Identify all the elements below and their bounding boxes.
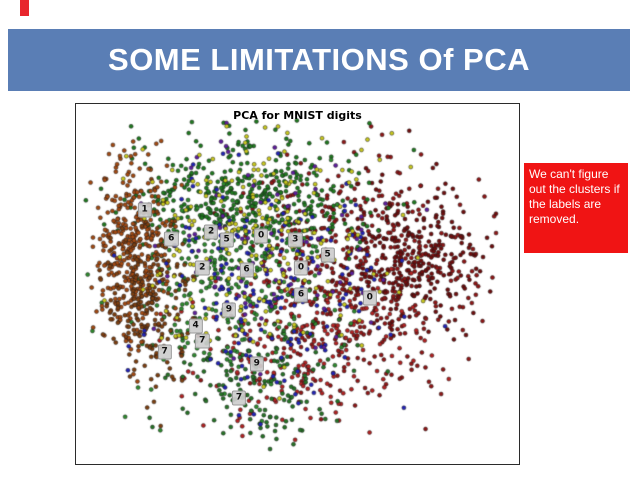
digit-cluster-label: 0 xyxy=(362,290,377,306)
digit-cluster-label: 7 xyxy=(157,344,172,360)
digit-cluster-label: 2 xyxy=(195,260,210,276)
scatter-canvas xyxy=(76,104,519,464)
digit-cluster-label: 7 xyxy=(195,333,210,349)
digit-cluster-label: 2 xyxy=(203,224,219,240)
digit-cluster-label: 6 xyxy=(293,287,309,303)
digit-cluster-label: 6 xyxy=(239,262,254,278)
digit-cluster-label: 3 xyxy=(288,232,303,248)
digit-cluster-label: 4 xyxy=(188,318,203,334)
title-banner: SOME LIMITATIONS Of PCA xyxy=(8,29,630,91)
callout-text: We can't figure out the clusters if the … xyxy=(529,167,620,226)
digit-cluster-label: 0 xyxy=(254,228,269,244)
digit-cluster-label: 5 xyxy=(219,232,234,248)
digit-cluster-label: 9 xyxy=(249,356,264,372)
digit-cluster-label: 6 xyxy=(164,231,179,247)
digit-cluster-label: 1 xyxy=(137,202,152,218)
digit-cluster-label: 9 xyxy=(221,302,236,318)
digit-cluster-label: 5 xyxy=(320,247,335,263)
slide-title: SOME LIMITATIONS Of PCA xyxy=(108,42,530,77)
digit-cluster-label: 0 xyxy=(293,260,309,276)
callout-box: We can't figure out the clusters if the … xyxy=(524,163,628,253)
digit-cluster-label: 7 xyxy=(231,390,247,406)
corner-red-mark xyxy=(20,0,29,16)
